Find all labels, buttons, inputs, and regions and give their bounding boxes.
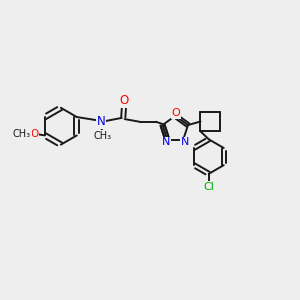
Text: O: O bbox=[119, 94, 129, 107]
Text: CH₃: CH₃ bbox=[13, 129, 31, 139]
Text: N: N bbox=[97, 115, 105, 128]
Text: O: O bbox=[30, 129, 39, 139]
Text: O: O bbox=[172, 108, 180, 118]
Text: Cl: Cl bbox=[203, 182, 214, 192]
Text: N: N bbox=[181, 137, 189, 147]
Text: CH₃: CH₃ bbox=[93, 131, 112, 141]
Text: N: N bbox=[161, 137, 170, 147]
